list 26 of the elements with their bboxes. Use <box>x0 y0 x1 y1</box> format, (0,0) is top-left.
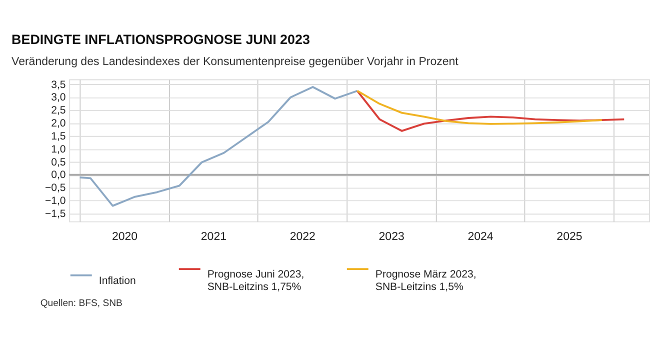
y-tick-label: 2,5 <box>51 104 66 117</box>
x-tick-label: 2025 <box>556 231 582 244</box>
line-series <box>356 90 626 132</box>
line-series <box>356 90 603 125</box>
line-series <box>78 86 358 207</box>
source-note: Quellen: BFS, SNB <box>40 298 122 309</box>
y-tick-label: 3,5 <box>51 78 66 91</box>
x-tick-label: 2024 <box>468 231 494 244</box>
legend-label: Inflation <box>98 274 136 287</box>
y-tick-label: 1,5 <box>51 130 66 142</box>
y-tick-label: 0,5 <box>51 156 66 168</box>
x-tick-label: 2023 <box>378 231 404 244</box>
y-tick-label: −0,5 <box>44 182 66 194</box>
y-tick-label: −1,0 <box>44 195 66 208</box>
y-tick-label: 2,0 <box>51 118 66 130</box>
legend-label: Prognose Juni 2023, SNB-Leitzins 1,75% <box>207 268 304 294</box>
y-tick-label: 0,0 <box>51 169 66 182</box>
x-tick-label: 2020 <box>112 231 138 244</box>
x-tick-label: 2021 <box>200 231 227 244</box>
chart-subtitle: Veränderung des Landesindexes der Konsumentenpreise gegenüber Vorjahr in Prozent <box>12 56 460 68</box>
x-tick-label: 2022 <box>290 231 316 244</box>
chart-title: BEDINGTE INFLATIONSPROGNOSE JUNI 2023 <box>12 32 310 48</box>
legend-label: Prognose März 2023, SNB-Leitzins 1,5% <box>375 268 476 294</box>
y-tick-label: 3,0 <box>51 92 66 104</box>
y-tick-label: −1,5 <box>44 208 66 220</box>
y-tick-label: 1,0 <box>51 143 66 156</box>
